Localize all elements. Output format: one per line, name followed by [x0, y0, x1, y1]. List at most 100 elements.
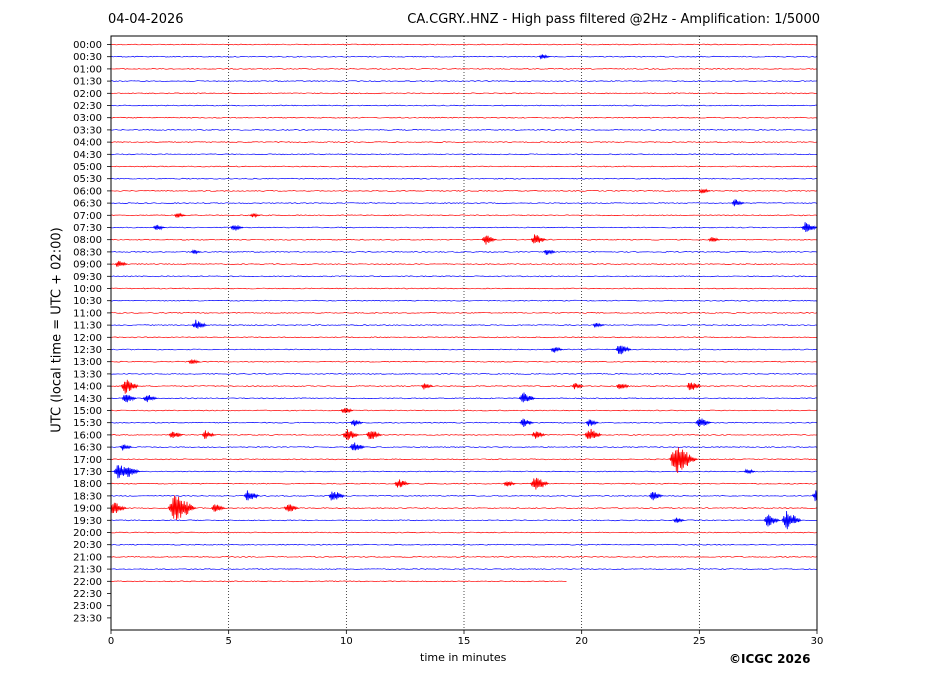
- x-axis: 0 5 10 15 20 25 30: [108, 630, 824, 647]
- y-tick-label: 09:00: [73, 260, 102, 271]
- event-burst-1: [698, 188, 711, 194]
- event-burst-42: [123, 467, 141, 478]
- event-burst-34: [342, 429, 359, 441]
- event-burst-16: [550, 347, 563, 353]
- y-tick-label: 08:30: [73, 247, 102, 258]
- y-tick-label: 20:00: [73, 528, 102, 539]
- event-burst-54: [283, 504, 299, 512]
- event-burst-10: [708, 236, 720, 242]
- y-tick-label: 04:30: [73, 150, 102, 161]
- event-burst-51: [110, 502, 127, 514]
- event-burst-12: [543, 249, 556, 255]
- y-tick-label: 18:00: [73, 479, 102, 490]
- event-burst-35: [365, 431, 382, 440]
- event-burst-26: [518, 392, 536, 403]
- trace-01:00: [110, 68, 818, 70]
- trace-05:00: [110, 165, 818, 168]
- y-tick-label: 11:00: [73, 308, 102, 319]
- event-burst-0: [538, 54, 551, 60]
- event-burst-56: [781, 511, 802, 530]
- trace-06:30: [110, 202, 818, 204]
- y-tick-label: 13:00: [73, 357, 102, 368]
- x-tick-label: 10: [340, 636, 353, 647]
- chart-title: CA.CGRY..HNZ - High pass filtered @2Hz -…: [407, 12, 820, 27]
- event-burst-11: [190, 249, 202, 255]
- y-tick-label: 15:00: [73, 406, 102, 417]
- event-burst-17: [615, 345, 632, 355]
- y-tick-label: 08:00: [73, 235, 102, 246]
- event-burst-19: [120, 379, 139, 394]
- trace-20:30: [110, 543, 818, 546]
- event-burst-7: [801, 222, 818, 232]
- event-burst-53: [211, 504, 226, 512]
- event-burst-39: [349, 442, 366, 451]
- trace-07:00: [110, 214, 818, 217]
- y-tick-label: 22:00: [73, 577, 102, 588]
- trace-06:00: [110, 190, 818, 192]
- y-tick-label: 03:30: [73, 125, 102, 136]
- trace-14:00: [110, 385, 818, 387]
- y-tick-label: 02:30: [73, 101, 102, 112]
- y-tick-label: 19:00: [73, 504, 102, 515]
- event-burst-57: [672, 517, 685, 523]
- y-tick-label: 15:30: [73, 418, 102, 429]
- y-tick-label: 12:00: [73, 333, 102, 344]
- trace-19:30: [110, 519, 818, 522]
- y-tick-label: 16:00: [73, 430, 102, 441]
- x-tick-label: 20: [575, 636, 588, 647]
- event-burst-30: [585, 419, 599, 427]
- event-burst-3: [173, 212, 186, 218]
- trace-00:30: [110, 55, 818, 58]
- trace-20:00: [110, 531, 818, 534]
- y-tick-label: 04:00: [73, 138, 102, 149]
- y-tick-label: 23:30: [73, 613, 102, 624]
- y-tick-label: 19:30: [73, 516, 102, 527]
- event-burst-45: [503, 480, 516, 487]
- event-burst-49: [648, 491, 664, 501]
- y-tick-label: 18:30: [73, 491, 102, 502]
- y-tick-label: 16:30: [73, 443, 102, 454]
- trace-22:00: [110, 580, 567, 583]
- trace-12:00: [110, 336, 818, 339]
- event-burst-31: [695, 418, 712, 427]
- y-tick-label: 06:00: [73, 186, 102, 197]
- event-burst-50: [811, 487, 818, 504]
- event-burst-23: [686, 382, 702, 391]
- y-tick-label: 05:30: [73, 174, 102, 185]
- y-tick-label: 07:00: [73, 211, 102, 222]
- trace-14:30: [110, 397, 818, 400]
- event-burst-55: [763, 514, 781, 527]
- event-burst-21: [571, 382, 584, 390]
- event-burst-37: [584, 428, 602, 439]
- y-tick-label: 07:30: [73, 223, 102, 234]
- event-burst-29: [519, 418, 534, 427]
- event-burst-20: [420, 383, 434, 390]
- x-tick-label: 30: [811, 636, 824, 647]
- event-burst-5: [152, 224, 165, 231]
- x-axis-label: time in minutes: [420, 651, 507, 664]
- y-tick-label: 00:00: [73, 40, 102, 51]
- y-tick-label: 05:00: [73, 162, 102, 173]
- y-tick-label: 13:30: [73, 369, 102, 380]
- trace-21:30: [110, 568, 818, 570]
- copyright-label: ©ICGC 2026: [729, 652, 811, 666]
- trace-13:30: [110, 373, 818, 375]
- event-burst-14: [191, 319, 208, 329]
- y-tick-label: 11:30: [73, 321, 102, 332]
- vertical-gridlines: [228, 36, 700, 630]
- event-burst-40: [668, 447, 698, 474]
- event-burst-36: [531, 431, 546, 439]
- trace-07:30: [110, 226, 818, 229]
- y-tick-label: 03:00: [73, 113, 102, 124]
- chart-date: 04-04-2026: [108, 12, 184, 27]
- event-burst-24: [121, 394, 137, 403]
- y-tick-label: 20:30: [73, 540, 102, 551]
- event-burst-28: [350, 419, 364, 427]
- trace-08:30: [110, 251, 818, 253]
- event-burst-8: [481, 235, 497, 245]
- trace-00:00: [110, 43, 818, 46]
- event-burst-47: [243, 490, 260, 501]
- y-tick-label: 06:30: [73, 199, 102, 210]
- y-tick-label: 01:00: [73, 64, 102, 75]
